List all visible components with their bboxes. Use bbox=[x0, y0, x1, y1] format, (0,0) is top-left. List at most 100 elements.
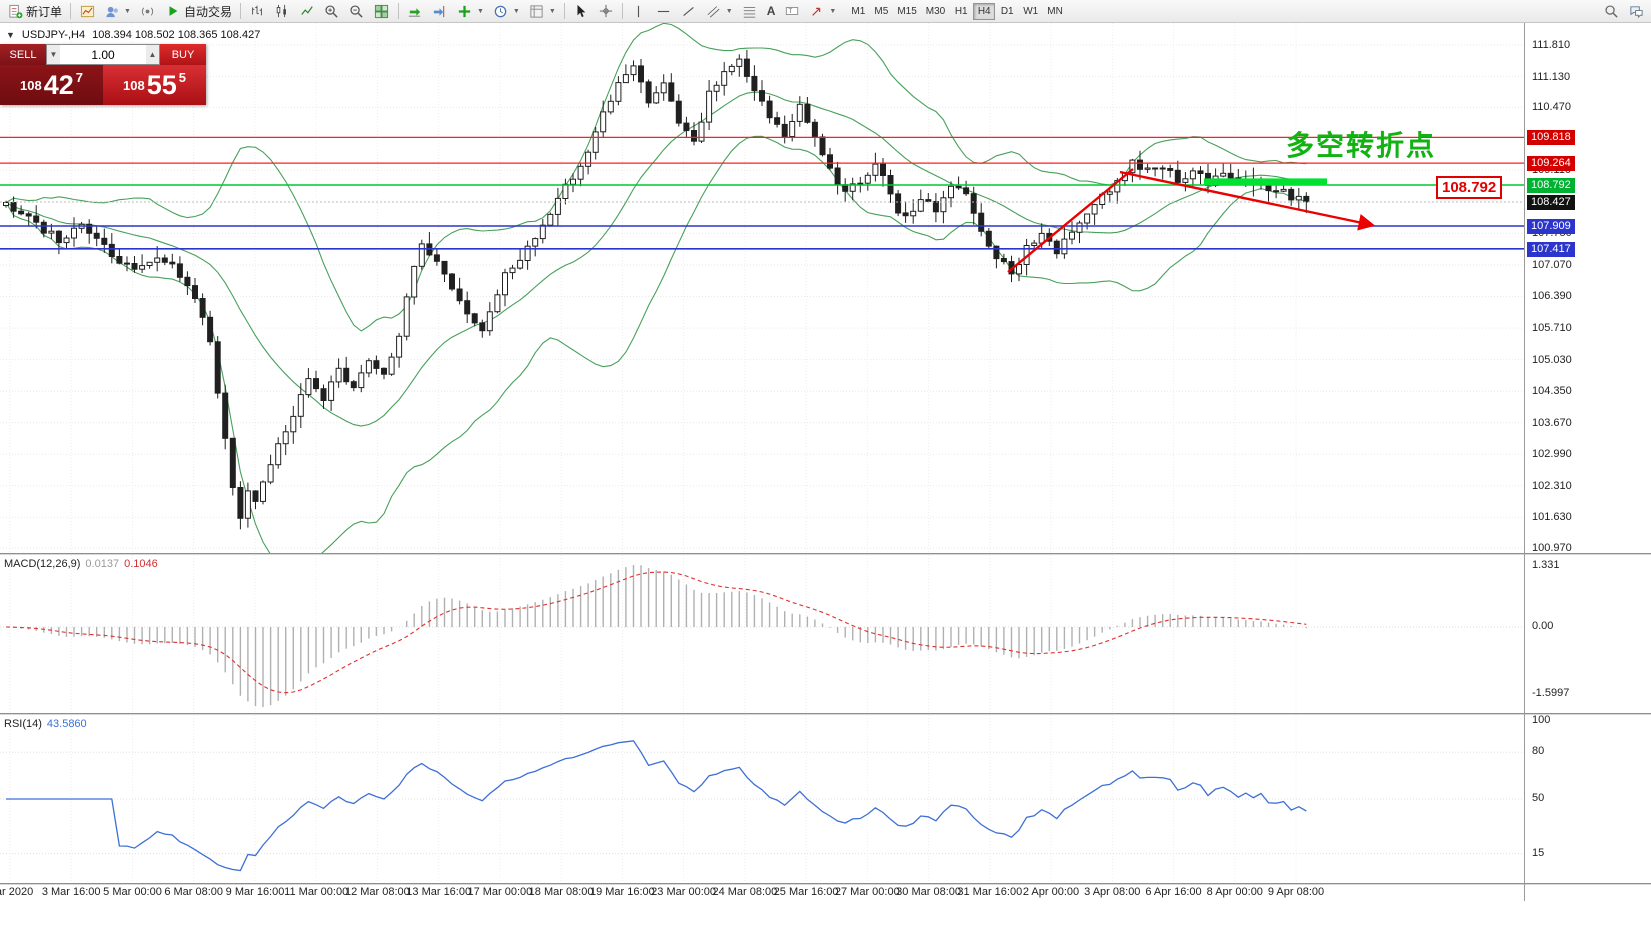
main-chart[interactable] bbox=[0, 22, 1530, 570]
panel-separator[interactable] bbox=[0, 553, 1651, 555]
search-button[interactable] bbox=[1599, 1, 1623, 21]
time-axis-label: 9 Apr 08:00 bbox=[1267, 886, 1325, 898]
panel-separator[interactable] bbox=[0, 713, 1651, 715]
macd-value2: 0.1046 bbox=[124, 558, 158, 570]
price-tick: 100.970 bbox=[1532, 542, 1572, 554]
time-axis-label: 11 Mar 00:00 bbox=[284, 886, 349, 898]
price-tick: 111.130 bbox=[1532, 71, 1571, 83]
one-click-trading-panel: SELL ▼ ▲ BUY 108 42 7 108 55 5 bbox=[0, 44, 206, 105]
chat-button[interactable] bbox=[1624, 1, 1648, 21]
price-tick: 105.710 bbox=[1532, 322, 1572, 334]
timeframe-button-d1[interactable]: D1 bbox=[1000, 5, 1014, 17]
sell-price-button[interactable]: 108 42 7 bbox=[0, 65, 103, 105]
timeframe-button-m1[interactable]: M1 bbox=[851, 5, 866, 17]
trendline-button[interactable] bbox=[677, 1, 701, 21]
autotrading-play-icon bbox=[165, 3, 181, 19]
toolbar: 新订单 ▼ 自动交易 ▼ ▼ ▼ ▼ A T ▼ M1 M5 M15 M30 H1 H4 D… bbox=[0, 0, 1651, 23]
symbol-info: ▼ USDJPY-,H4 108.394 108.502 108.365 108… bbox=[6, 29, 260, 41]
volume-box: ▼ ▲ bbox=[46, 44, 160, 65]
timeframe-button-m15[interactable]: M15 bbox=[897, 5, 917, 17]
time-axis-label: 2 Apr 00:00 bbox=[1022, 886, 1080, 898]
volume-decrement-button[interactable]: ▼ bbox=[47, 45, 60, 64]
templates-caret-icon: ▼ bbox=[548, 7, 556, 15]
price-tick: 102.990 bbox=[1532, 448, 1572, 460]
toolbar-separator bbox=[397, 3, 399, 19]
fibonacci-button[interactable] bbox=[738, 1, 762, 21]
price-tick: 104.350 bbox=[1532, 385, 1572, 397]
arrows-tool-button[interactable]: ▼ bbox=[805, 1, 840, 21]
line-chart-button[interactable] bbox=[295, 1, 319, 21]
new-order-button[interactable]: 新订单 bbox=[3, 1, 66, 21]
channel-button[interactable]: ▼ bbox=[702, 1, 737, 21]
buy-price-pips: 55 bbox=[146, 70, 177, 100]
price-tick: 102.310 bbox=[1532, 480, 1572, 492]
volume-increment-button[interactable]: ▲ bbox=[146, 45, 159, 64]
buy-button[interactable]: BUY bbox=[160, 44, 206, 65]
arrow-tool-icon bbox=[809, 3, 825, 19]
chat-icon bbox=[1628, 3, 1644, 19]
rsi-label: RSI(14) 43.5860 bbox=[4, 718, 87, 730]
horizontal-line-button[interactable] bbox=[652, 1, 676, 21]
broadcast-button[interactable] bbox=[136, 1, 160, 21]
macd-panel[interactable] bbox=[0, 555, 1530, 713]
indicators-button[interactable]: ▼ bbox=[453, 1, 488, 21]
sell-price-main: 108 bbox=[20, 77, 42, 93]
cursor-button[interactable] bbox=[569, 1, 593, 21]
time-axis-label: 23 Mar 00:00 bbox=[651, 886, 717, 898]
autotrading-label: 自动交易 bbox=[183, 4, 232, 19]
buy-price-main: 108 bbox=[123, 77, 145, 93]
auto-scroll-icon bbox=[407, 3, 423, 19]
timeframe-button-m30[interactable]: M30 bbox=[925, 5, 946, 17]
bar-chart-button[interactable] bbox=[245, 1, 269, 21]
timeframe-button-h4[interactable]: H4 bbox=[973, 2, 996, 20]
toolbar-separator bbox=[239, 3, 241, 19]
templates-button[interactable]: ▼ bbox=[525, 1, 560, 21]
chart-annotation-text[interactable]: 多空转折点 bbox=[1286, 130, 1437, 161]
time-axis-label: 3 Apr 08:00 bbox=[1084, 886, 1141, 898]
macd-value1: 0.0137 bbox=[85, 558, 120, 570]
vertical-line-button[interactable] bbox=[627, 1, 651, 21]
channel-caret-icon: ▼ bbox=[725, 7, 733, 15]
zoom-in-button[interactable] bbox=[320, 1, 344, 21]
toolbar-separator bbox=[621, 3, 623, 19]
tile-windows-button[interactable] bbox=[370, 1, 394, 21]
time-axis-label: 19 Mar 16:00 bbox=[589, 886, 655, 898]
autotrading-button[interactable]: 自动交易 bbox=[161, 1, 236, 21]
text-tool-button[interactable]: A bbox=[763, 1, 780, 21]
time-axis-label: 6 Apr 16:00 bbox=[1145, 886, 1202, 898]
chart-shift-button[interactable] bbox=[428, 1, 452, 21]
price-tick: 111.810 bbox=[1532, 39, 1571, 51]
price-badge: 108.427 bbox=[1527, 195, 1575, 210]
rsi-panel[interactable] bbox=[0, 715, 1530, 883]
macd-label: MACD(12,26,9) 0.0137 0.1046 bbox=[4, 558, 158, 570]
timeframe-button-w1[interactable]: W1 bbox=[1023, 5, 1039, 17]
auto-scroll-button[interactable] bbox=[403, 1, 427, 21]
chart-window-button[interactable] bbox=[75, 1, 99, 21]
timeframe-button-m5[interactable]: M5 bbox=[874, 5, 889, 17]
search-icon bbox=[1603, 3, 1619, 19]
periods-button[interactable]: ▼ bbox=[489, 1, 524, 21]
crosshair-button[interactable] bbox=[594, 1, 618, 21]
timeframe-button-mn[interactable]: MN bbox=[1047, 5, 1063, 17]
svg-text:T: T bbox=[789, 8, 793, 15]
candlestick-chart-button[interactable] bbox=[270, 1, 294, 21]
sell-button[interactable]: SELL bbox=[0, 44, 46, 65]
time-axis-label: 18 Mar 08:00 bbox=[528, 886, 594, 898]
time-axis-label: 17 Mar 00:00 bbox=[467, 886, 533, 898]
profiles-button[interactable]: ▼ bbox=[100, 1, 135, 21]
profiles-icon bbox=[104, 3, 120, 19]
sell-price-pips: 42 bbox=[43, 70, 74, 100]
tile-windows-icon bbox=[374, 3, 390, 19]
time-axis-label: Mar 2020 bbox=[0, 886, 34, 898]
one-click-collapse-icon[interactable]: ▼ bbox=[6, 30, 15, 40]
buy-price-point: 5 bbox=[178, 70, 186, 85]
price-level-label[interactable]: 108.792 bbox=[1436, 176, 1503, 199]
time-axis[interactable]: Mar 2020 3 Mar 16:005 Mar 00:006 Mar 08:0… bbox=[0, 884, 1530, 902]
price-axis[interactable]: 111.810111.130110.470109.110107.750107.0… bbox=[1525, 23, 1651, 945]
vertical-line-icon bbox=[631, 3, 647, 19]
volume-input[interactable] bbox=[60, 45, 146, 64]
label-tool-button[interactable]: T bbox=[780, 1, 804, 21]
buy-price-button[interactable]: 108 55 5 bbox=[103, 65, 206, 105]
timeframe-button-h1[interactable]: H1 bbox=[954, 5, 968, 17]
zoom-out-button[interactable] bbox=[345, 1, 369, 21]
